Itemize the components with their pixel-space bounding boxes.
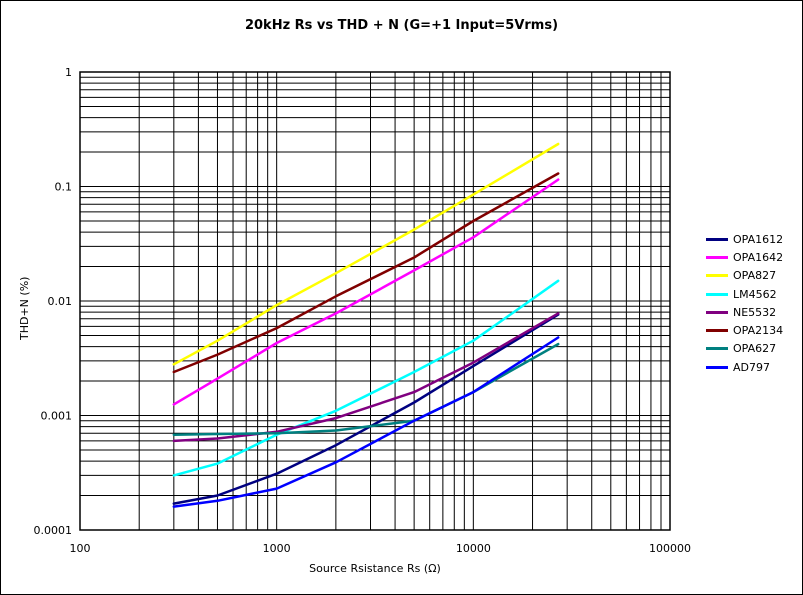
y-axis-label: THD+N (%) — [18, 276, 31, 340]
legend-item: OPA1642 — [706, 248, 796, 266]
legend: OPA1612 OPA1642 OPA827 LM4562 NE5532 OPA2134 O… — [706, 230, 796, 376]
legend-swatch — [706, 292, 728, 296]
x-tick-label: 1000 — [263, 542, 291, 555]
legend-label: OPA1612 — [733, 232, 784, 246]
grid — [79, 71, 671, 531]
x-tick-label: 100000 — [649, 542, 691, 555]
y-tick-label: 0.0001 — [34, 524, 73, 537]
series-line-opa1612 — [172, 313, 560, 505]
series-line-opa827 — [172, 142, 560, 366]
series-lines — [172, 142, 560, 508]
legend-swatch — [706, 365, 728, 369]
series-line-ad797 — [172, 336, 560, 508]
x-tick-label: 100 — [70, 542, 91, 555]
legend-label: OPA2134 — [733, 324, 784, 338]
legend-swatch — [706, 347, 728, 351]
chart-title: 20kHz Rs vs THD + N (G=+1 Input=5Vrms) — [244, 18, 559, 33]
plot-border — [79, 71, 671, 531]
series-line-lm4562 — [172, 279, 560, 477]
legend-swatch — [706, 237, 728, 241]
y-tick-label: 0.001 — [41, 410, 73, 423]
legend-label: NE5532 — [733, 305, 777, 319]
series-line-opa1642 — [172, 178, 560, 406]
legend-label: AD797 — [733, 360, 770, 374]
legend-label: LM4562 — [733, 287, 777, 301]
legend-label: OPA1642 — [733, 250, 784, 264]
x-axis-label: Source Rsistance Rs (Ω) — [309, 562, 441, 575]
legend-item: OPA827 — [706, 267, 796, 285]
x-tick-label: 10000 — [456, 542, 491, 555]
legend-item: AD797 — [706, 358, 796, 376]
y-tick-label: 0.01 — [48, 295, 73, 308]
legend-item: NE5532 — [706, 303, 796, 321]
legend-item: LM4562 — [706, 285, 796, 303]
tick-labels: 100 1000 10000 100000 0.0001 0.001 0.01 0.1 1 — [34, 66, 692, 555]
legend-label: OPA627 — [733, 342, 777, 356]
series-line-opa2134 — [172, 172, 560, 374]
legend-item: OPA1612 — [706, 230, 796, 248]
legend-label: OPA827 — [733, 269, 777, 283]
y-tick-label: 0.1 — [55, 181, 73, 194]
legend-swatch — [706, 255, 728, 259]
series-line-ne5532 — [172, 312, 560, 443]
legend-swatch — [706, 329, 728, 333]
y-tick-label: 1 — [65, 66, 72, 79]
legend-swatch — [706, 310, 728, 314]
legend-item: OPA2134 — [706, 321, 796, 339]
legend-swatch — [706, 274, 728, 278]
legend-item: OPA627 — [706, 340, 796, 358]
